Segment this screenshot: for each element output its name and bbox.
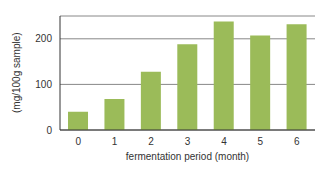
svg-text:3: 3 bbox=[185, 136, 191, 147]
svg-text:6: 6 bbox=[294, 136, 300, 147]
svg-text:2: 2 bbox=[148, 136, 154, 147]
svg-text:200: 200 bbox=[35, 33, 52, 44]
svg-text:1: 1 bbox=[112, 136, 118, 147]
svg-text:100: 100 bbox=[35, 79, 52, 90]
svg-text:(mg/100g sample): (mg/100g sample) bbox=[11, 32, 22, 113]
svg-text:fermentation period (month): fermentation period (month) bbox=[126, 151, 249, 162]
svg-text:0: 0 bbox=[75, 136, 81, 147]
svg-text:0: 0 bbox=[46, 125, 52, 136]
svg-text:4: 4 bbox=[221, 136, 227, 147]
svg-text:5: 5 bbox=[258, 136, 264, 147]
